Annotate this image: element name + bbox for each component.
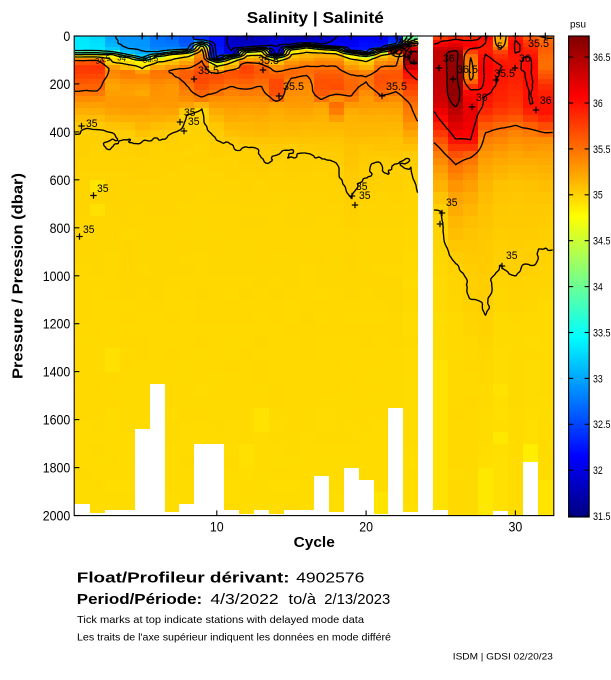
svg-text:20: 20 [359, 519, 373, 535]
svg-text:0: 0 [63, 28, 70, 44]
svg-text:36: 36 [443, 53, 455, 65]
svg-text:34: 34 [593, 282, 603, 294]
svg-text:35.5: 35.5 [198, 65, 219, 77]
svg-text:36: 36 [593, 98, 603, 110]
svg-text:33.5: 33.5 [593, 327, 611, 339]
svg-text:Salinity | Salinité: Salinity | Salinité [247, 10, 384, 27]
svg-text:10: 10 [210, 519, 224, 535]
svg-text:600: 600 [50, 172, 71, 188]
svg-text:34: 34 [117, 53, 128, 64]
svg-text:35: 35 [86, 118, 98, 130]
svg-text:2000: 2000 [43, 508, 71, 524]
svg-text:35: 35 [506, 250, 518, 262]
svg-text:1800: 1800 [43, 460, 71, 476]
svg-text:Tick marks at top indicate sta: Tick marks at top indicate stations with… [77, 615, 364, 626]
svg-text:Les traits de l'axe supérieur: Les traits de l'axe supérieur indiquent … [77, 633, 391, 644]
svg-text:35.5: 35.5 [283, 81, 304, 93]
svg-text:35: 35 [446, 197, 458, 209]
svg-text:33.5: 33.5 [142, 54, 159, 65]
svg-text:35.5: 35.5 [258, 55, 279, 67]
svg-text:32: 32 [593, 465, 603, 477]
svg-text:35.5: 35.5 [593, 144, 611, 156]
svg-text:200: 200 [50, 76, 71, 92]
svg-text:36.5: 36.5 [457, 64, 478, 76]
svg-text:1400: 1400 [43, 364, 71, 380]
svg-text:1200: 1200 [43, 316, 71, 332]
svg-text:35.5: 35.5 [528, 38, 549, 50]
svg-text:psu: psu [570, 19, 586, 31]
svg-text:35: 35 [97, 183, 109, 195]
svg-text:31.5: 31.5 [593, 511, 611, 523]
svg-text:1600: 1600 [43, 412, 71, 428]
svg-text:36: 36 [540, 95, 552, 107]
svg-text:400: 400 [50, 124, 71, 140]
svg-text:35.5: 35.5 [386, 81, 407, 93]
svg-text:36.5: 36.5 [593, 52, 611, 64]
svg-text:35: 35 [83, 224, 95, 236]
svg-text:Float/Profileur dérivant:49025: Float/Profileur dérivant: 4902576 [77, 570, 365, 586]
svg-text:35: 35 [593, 190, 603, 202]
svg-text:Pressure / Pression (dbar): Pressure / Pression (dbar) [11, 173, 27, 379]
svg-text:35: 35 [188, 116, 200, 128]
svg-text:800: 800 [50, 220, 71, 236]
svg-text:5: 5 [497, 41, 503, 53]
svg-text:ISDM | GDSI 02/20/23: ISDM | GDSI 02/20/23 [453, 652, 553, 662]
svg-text:36: 36 [476, 92, 488, 104]
svg-text:35: 35 [184, 107, 196, 119]
svg-text:1000: 1000 [43, 268, 71, 284]
svg-text:34.5: 34.5 [593, 236, 611, 248]
svg-text:35.5: 35.5 [494, 68, 515, 80]
svg-text:Cycle: Cycle [294, 535, 335, 551]
svg-text:32.5: 32.5 [593, 419, 611, 431]
svg-text:36: 36 [519, 53, 531, 65]
svg-text:34.5: 34.5 [94, 53, 112, 66]
svg-text:30: 30 [509, 519, 523, 535]
svg-text:33: 33 [593, 373, 603, 385]
svg-text:35: 35 [356, 181, 368, 193]
svg-text:35: 35 [359, 190, 371, 202]
